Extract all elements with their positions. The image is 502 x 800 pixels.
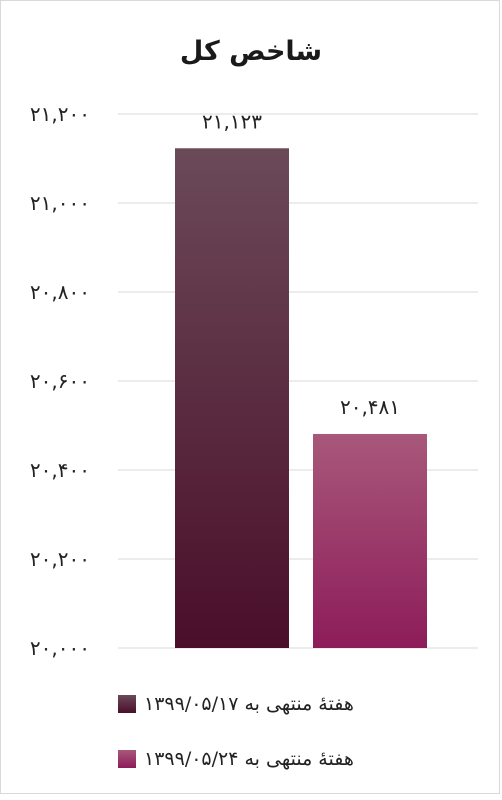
- y-tick-label: ۲۰,۰۰۰: [30, 636, 90, 660]
- bars: [175, 148, 427, 648]
- legend: هفتهٔ منتهی به ۱۳۹۹/۰۵/۱۷ هفتهٔ منتهی به…: [118, 690, 478, 800]
- legend-swatch-week-1: [118, 695, 136, 713]
- bar-week-2: [313, 433, 427, 648]
- data-label-week-2: ۲۰,۴۸۱: [340, 395, 400, 419]
- chart-title: شاخص کل: [179, 36, 323, 67]
- legend-swatch-week-2: [118, 750, 136, 768]
- data-label-week-1: ۲۱,۱۲۳: [202, 109, 262, 133]
- y-tick-label: ۲۱,۲۰۰: [30, 102, 90, 126]
- y-tick-label: ۲۱,۰۰۰: [30, 191, 90, 215]
- y-tick-label: ۲۰,۶۰۰: [30, 369, 90, 393]
- y-axis-ticks: ۲۰,۰۰۰ ۲۰,۲۰۰ ۲۰,۴۰۰ ۲۰,۶۰۰ ۲۰,۸۰۰ ۲۱,۰۰۰ ۲۱,۲…: [30, 102, 90, 660]
- y-tick-label: ۲۰,۸۰۰: [30, 280, 90, 304]
- y-tick-label: ۲۰,۲۰۰: [30, 547, 90, 571]
- legend-item-week-1: هفتهٔ منتهی به ۱۳۹۹/۰۵/۱۷: [118, 690, 478, 718]
- bar-week-1: [175, 148, 289, 648]
- y-tick-label: ۲۰,۴۰۰: [30, 458, 90, 482]
- legend-label-week-2: هفتهٔ منتهی به ۱۳۹۹/۰۵/۲۴: [144, 748, 354, 770]
- legend-label-week-1: هفتهٔ منتهی به ۱۳۹۹/۰۵/۱۷: [144, 693, 354, 715]
- legend-item-week-2: هفتهٔ منتهی به ۱۳۹۹/۰۵/۲۴: [118, 745, 478, 773]
- data-labels: ۲۱,۱۲۳ ۲۰,۴۸۱: [202, 109, 400, 419]
